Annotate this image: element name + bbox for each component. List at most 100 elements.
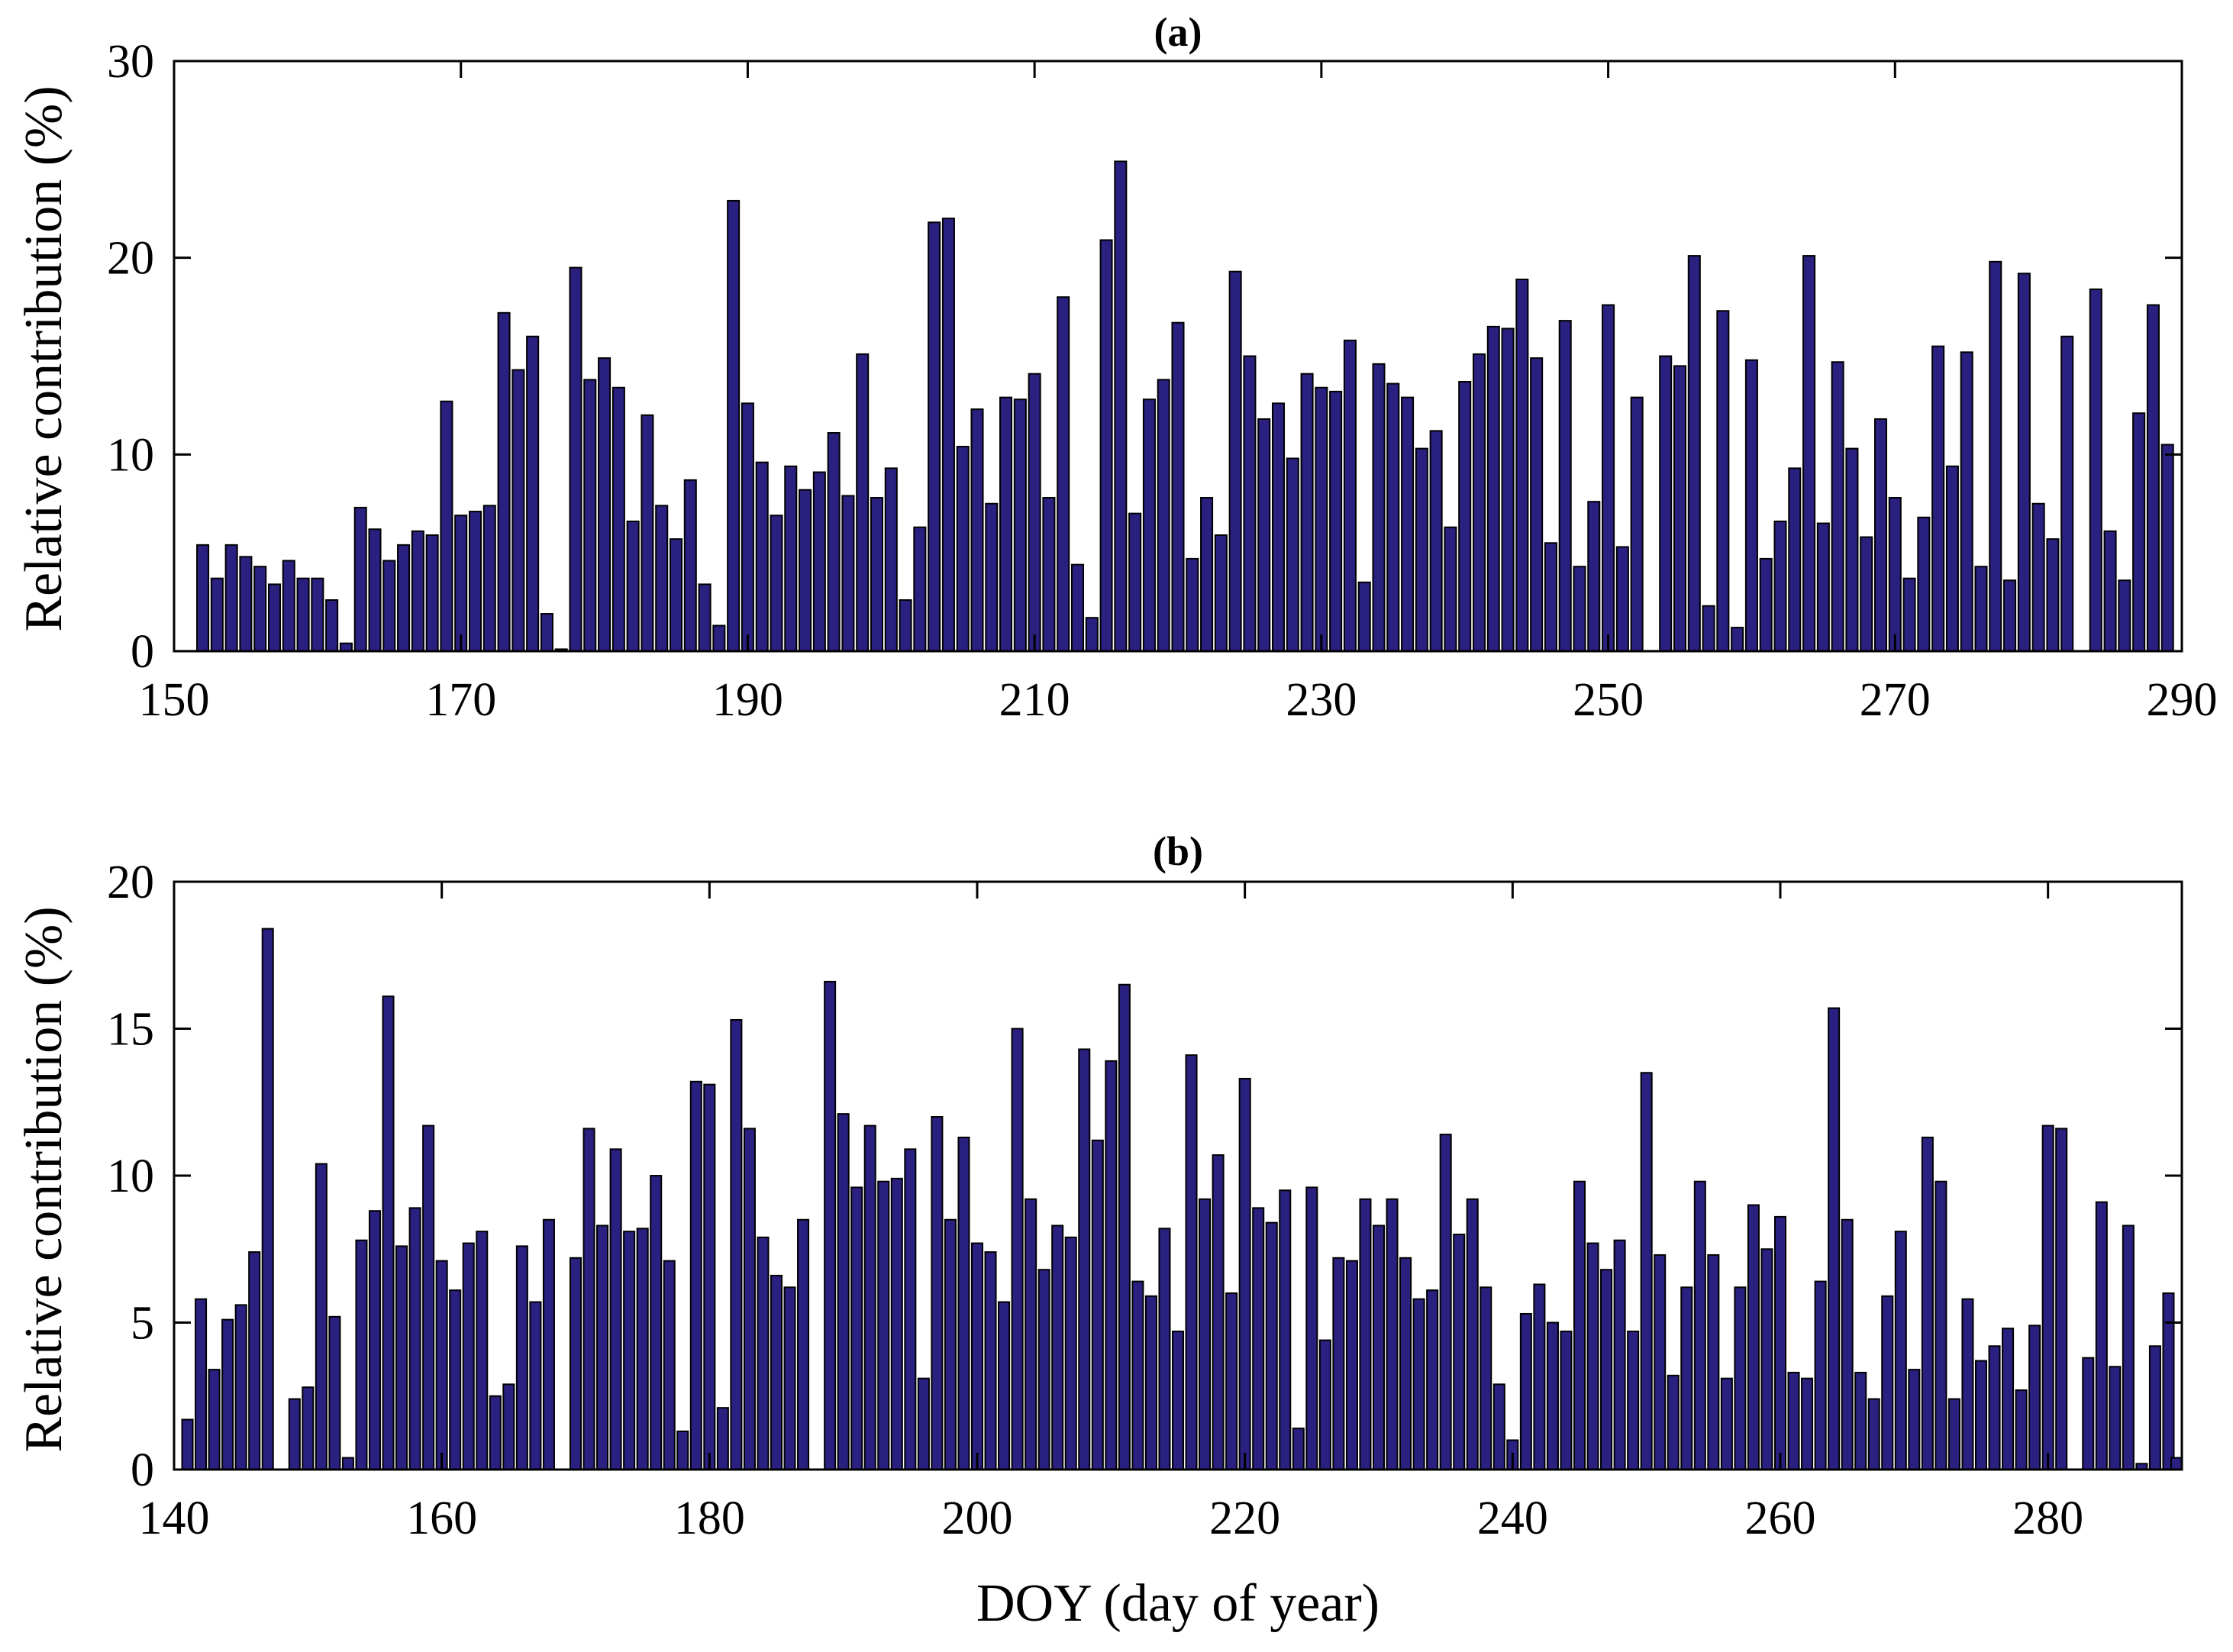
- panel-a-bar: [1731, 627, 1744, 653]
- panel-b-bar: [2082, 1357, 2095, 1470]
- panel-b-bar: [998, 1301, 1011, 1471]
- panel-b-bar: [1667, 1374, 1680, 1471]
- panel-a-bar: [1372, 363, 1386, 652]
- panel-a-bar: [1989, 260, 2002, 652]
- panel-b-bar: [1158, 1228, 1171, 1471]
- panel-b-bar: [1573, 1180, 1586, 1470]
- panel-a-bar: [296, 577, 310, 652]
- panel-a-bar: [325, 599, 339, 653]
- panel-b-bar: [596, 1224, 609, 1470]
- panel-b-bar: [502, 1383, 515, 1470]
- panel-b-bar: [944, 1218, 957, 1470]
- panel-a-bar: [1057, 296, 1070, 652]
- panel-b-bar: [1252, 1207, 1265, 1470]
- panel-b-bar: [1199, 1198, 1212, 1471]
- panel-b-bar: [1345, 1260, 1358, 1471]
- panel-b-bar: [221, 1318, 234, 1471]
- panel-b-bar: [1787, 1371, 1800, 1470]
- panel-b-bar: [1921, 1136, 1934, 1470]
- panel-b-y-tick-label: 5: [131, 1298, 154, 1350]
- panel-b-bar: [1372, 1224, 1386, 1470]
- panel-b-bar: [957, 1136, 970, 1470]
- panel-b-x-tick-label: 200: [942, 1492, 1013, 1544]
- panel-b-bar: [1332, 1257, 1345, 1471]
- panel-a-bar: [1357, 581, 1371, 653]
- panel-b-bar: [1292, 1428, 1305, 1470]
- panel-a-bar: [999, 396, 1013, 652]
- panel-a-bar: [210, 577, 224, 652]
- panel-a-bar: [1931, 345, 1945, 652]
- panel-b-bar: [850, 1186, 863, 1471]
- panel-b-x-tick-label: 260: [1745, 1492, 1816, 1544]
- panel-b-ticks: 140 160 180 200 220 240 260 280 0 5 10 15 20: [107, 857, 2182, 1544]
- panel-a-bar: [1315, 386, 1328, 652]
- panel-b-y-tick-label: 20: [107, 857, 154, 908]
- panel-b-bar: [1453, 1234, 1466, 1470]
- panel-b-bar: [2095, 1201, 2108, 1471]
- panel-a-bar: [1816, 522, 1830, 653]
- panel-a-bar: [1415, 447, 1428, 652]
- panel-b-bar: [730, 1018, 743, 1470]
- panel-a-bar: [1200, 497, 1214, 653]
- panel-a-bar: [698, 583, 712, 653]
- panel-a-bar: [2003, 579, 2017, 652]
- panel-a-bars: [196, 160, 2174, 653]
- panel-a-plot-frame: [173, 60, 2183, 653]
- panel-b-bar: [449, 1289, 462, 1471]
- panel-a-x-tick-label: 250: [1573, 674, 1644, 726]
- panel-a-bar: [2089, 288, 2102, 652]
- panel-b-bar: [315, 1163, 328, 1470]
- panel-a-bar: [540, 613, 553, 652]
- panel-b-bar: [1011, 1028, 1024, 1470]
- panel-b-bar: [1560, 1331, 1573, 1471]
- panel-b-bar: [984, 1251, 997, 1470]
- panel-a-bar: [655, 505, 669, 653]
- panel-b-bar: [623, 1231, 636, 1471]
- panel-a-bar: [784, 465, 798, 652]
- panel-b-bar: [636, 1228, 649, 1471]
- panel-b-y-tick-label: 0: [131, 1444, 154, 1496]
- panel-b-bar: [2002, 1328, 2015, 1470]
- panel-b-bar: [195, 1298, 208, 1470]
- panel-b-bar: [2170, 1457, 2183, 1470]
- panel-a-bar: [1128, 512, 1142, 652]
- panel-a-bar: [985, 502, 999, 652]
- panel-a-bar: [267, 583, 282, 653]
- panel-b-bar: [1212, 1154, 1225, 1471]
- panel-b-bar: [1935, 1180, 1947, 1470]
- panel-b-title: (b): [1153, 828, 1203, 874]
- panel-a-bar: [1573, 566, 1586, 653]
- panel-a-bar: [1831, 361, 1844, 652]
- panel-b-bar: [890, 1177, 903, 1470]
- panel-b-bar: [1492, 1383, 1505, 1470]
- panel-b-bar: [1480, 1286, 1492, 1471]
- panel-a-bar: [1070, 563, 1085, 653]
- panel-b-bar: [904, 1148, 917, 1470]
- panel-a-bar: [1888, 497, 1902, 653]
- panel-b-bar: [663, 1260, 676, 1471]
- panel-b-bar: [824, 980, 837, 1470]
- panel-a-bar: [1802, 255, 1816, 652]
- panel-b-bar: [582, 1128, 595, 1471]
- panel-b-bar: [783, 1286, 796, 1471]
- panel-b-bar: [1881, 1295, 1894, 1470]
- panel-a-bar: [669, 538, 683, 652]
- panel-a-bar: [397, 544, 411, 652]
- panel-b-bar: [1546, 1321, 1559, 1470]
- panel-a-bar: [1587, 501, 1601, 652]
- panel-b-bar: [208, 1369, 221, 1470]
- panel-b-bar: [703, 1083, 716, 1471]
- panel-b-bar: [542, 1218, 555, 1470]
- panel-a-bar: [1544, 542, 1557, 653]
- panel-a-x-tick-label: 190: [712, 674, 783, 726]
- panel-b-bar: [1801, 1377, 1814, 1471]
- panel-a-bar: [626, 520, 640, 652]
- panel-a-bar: [799, 489, 812, 653]
- panel-a-bar: [497, 311, 511, 652]
- panel-b-bar: [1064, 1236, 1077, 1470]
- panel-b-bar: [1051, 1224, 1064, 1470]
- panel-a-bar: [1271, 402, 1286, 653]
- panel-a-bar: [1630, 396, 1644, 652]
- panel-a-bar: [611, 386, 625, 652]
- panel-a-bar: [1716, 310, 1730, 652]
